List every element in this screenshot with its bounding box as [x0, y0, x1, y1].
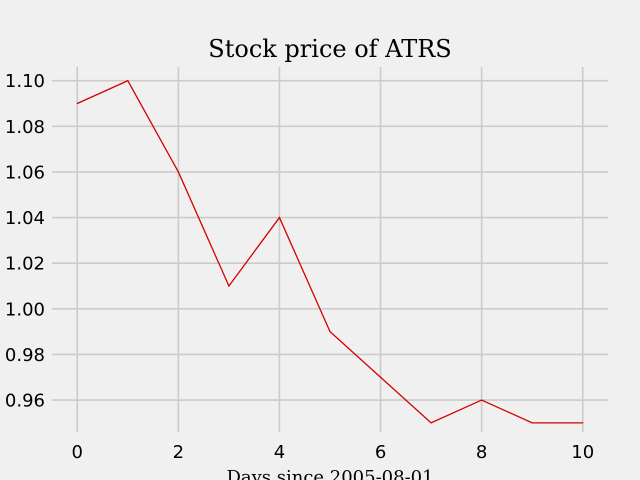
series-layer	[76, 79, 584, 424]
data-point	[582, 422, 584, 424]
y-tick-label: 0.98	[5, 345, 45, 366]
grid	[52, 67, 608, 432]
y-tick-label: 1.08	[5, 117, 45, 138]
x-tick-label: 6	[375, 442, 386, 463]
series-line	[77, 79, 583, 424]
y-tick-label: 1.04	[5, 208, 45, 229]
y-tick-label: 0.96	[5, 391, 45, 412]
x-tick-label: 2	[173, 442, 184, 463]
x-axis-label: Days since 2005-08-01	[226, 467, 433, 480]
y-axis-ticks: 0.96 0.98 1.00 1.02 1.04 1.06 1.08 1.10	[5, 71, 45, 411]
data-point	[329, 331, 331, 333]
data-point	[127, 80, 129, 82]
chart-title: Stock price of ATRS	[208, 35, 451, 63]
x-tick-label: 0	[72, 442, 83, 463]
x-tick-label: 8	[476, 442, 487, 463]
data-point	[177, 171, 179, 173]
y-tick-label: 1.06	[5, 162, 45, 183]
data-point	[531, 422, 533, 424]
data-point	[76, 102, 78, 105]
y-tick-label: 1.02	[5, 254, 45, 275]
x-axis-ticks: 0 2 4 6 8 10	[72, 442, 595, 463]
y-tick-label: 1.10	[5, 71, 45, 92]
data-point	[228, 285, 230, 287]
data-point	[379, 376, 382, 378]
data-point	[278, 216, 281, 219]
data-point	[430, 422, 432, 424]
data-point	[481, 399, 483, 401]
x-tick-label: 4	[274, 442, 285, 463]
y-tick-label: 1.00	[5, 299, 45, 320]
x-tick-label: 10	[571, 442, 594, 463]
